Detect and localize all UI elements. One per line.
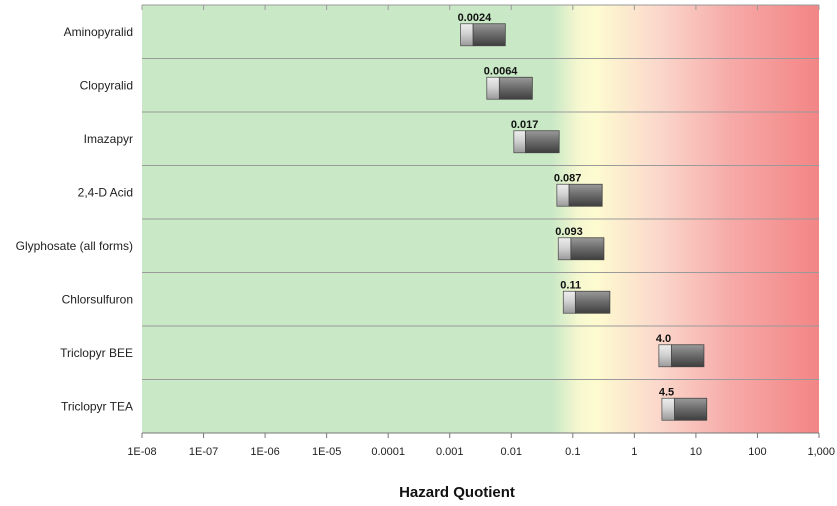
category-label: Chlorsulfuron (62, 292, 133, 306)
category-label: Aminopyralid (64, 25, 133, 39)
bar-low-segment (562, 290, 576, 314)
data-label: 0.087 (554, 172, 582, 184)
bar-low-segment (486, 76, 500, 100)
bar-high-segment (472, 23, 506, 47)
bar-high-segment (498, 76, 533, 100)
bar-low-segment (460, 23, 474, 47)
bars: 0.0024 0.0064 0.017 0.087 0.093 0.11 4.0 4.5 (458, 12, 708, 421)
x-axis-title: Hazard Quotient (399, 484, 515, 501)
category-labels: Aminopyralid Clopyralid Imazapyr 2,4-D Acid… (16, 25, 133, 414)
bar-high-segment (525, 130, 560, 154)
data-label: 0.017 (511, 119, 539, 131)
x-tick-label: 10 (690, 446, 702, 458)
category-label: Glyphosate (all forms) (16, 239, 133, 253)
data-label: 0.0064 (484, 65, 519, 77)
x-tick-label: 1 (631, 446, 637, 458)
x-tick-label: 1E-05 (312, 446, 341, 458)
x-tick-label: 0.01 (501, 446, 522, 458)
bar-high-segment (674, 397, 708, 421)
bar-low-segment (557, 237, 572, 261)
data-label: 4.0 (656, 333, 671, 345)
bar-high-segment (570, 237, 605, 261)
category-label: Clopyralid (80, 78, 133, 92)
bar-high-segment (671, 344, 705, 368)
x-tick-label: 0.001 (436, 446, 464, 458)
category-label: Imazapyr (84, 132, 133, 146)
bar-low-segment (661, 397, 675, 421)
category-label: Triclopyr BEE (60, 346, 133, 360)
x-tick-label: 1,000 (807, 446, 835, 458)
category-label: Triclopyr TEA (61, 399, 133, 413)
x-axis: 1E-08 1E-07 1E-06 1E-05 0.0001 0.001 0.01 0.1 1 1… (127, 5, 835, 458)
data-label: 0.093 (555, 226, 583, 238)
x-tick-label: 1E-07 (189, 446, 218, 458)
bar-low-segment (513, 130, 526, 154)
x-tick-label: 0.0001 (371, 446, 405, 458)
bar-low-segment (556, 183, 570, 207)
category-label: 2,4-D Acid (78, 185, 133, 199)
data-label: 4.5 (659, 386, 674, 398)
bar-high-segment (574, 290, 611, 314)
x-tick-label: 100 (748, 446, 766, 458)
bar-low-segment (658, 344, 672, 368)
x-tick-label: 1E-08 (127, 446, 156, 458)
bar-high-segment (568, 183, 603, 207)
data-label: 0.0024 (458, 12, 493, 24)
x-tick-label: 1E-06 (250, 446, 279, 458)
x-tick-label: 0.1 (565, 446, 580, 458)
data-label: 0.11 (560, 279, 581, 291)
